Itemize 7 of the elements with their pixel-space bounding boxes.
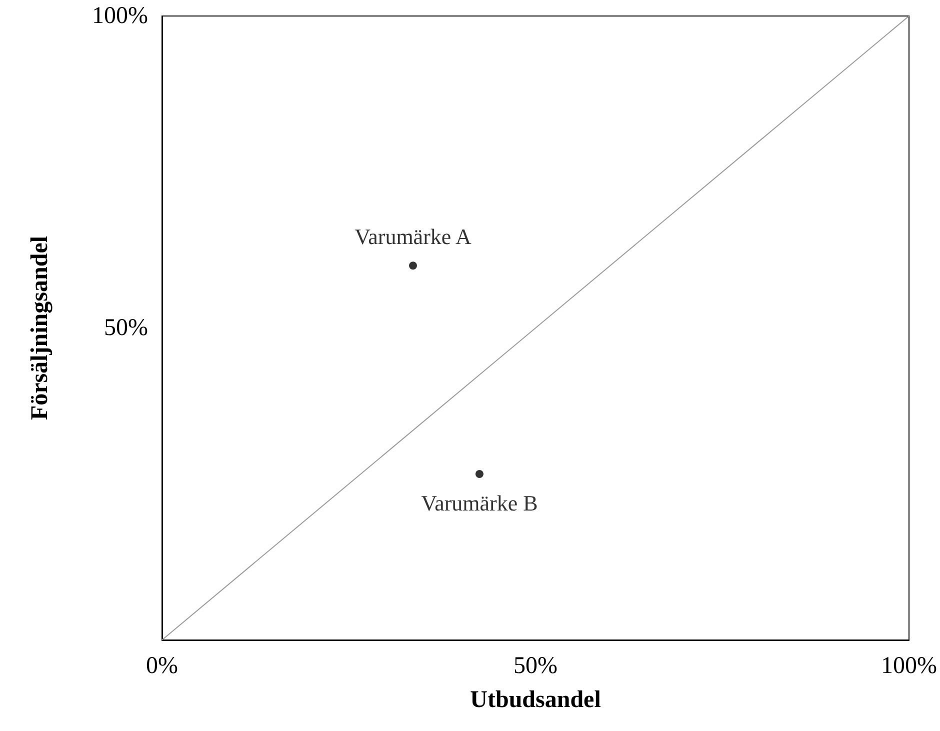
x-tick-label: 100% [881,653,938,679]
x-axis-title: Utbudsandel [470,687,602,713]
series-label: Varumärke A [354,224,472,250]
series-label: Varumärke B [421,490,538,516]
x-tick-label: 0% [146,653,178,679]
x-tick-label: 50% [514,653,558,679]
y-axis-title: Försäljningsandel [27,236,53,420]
